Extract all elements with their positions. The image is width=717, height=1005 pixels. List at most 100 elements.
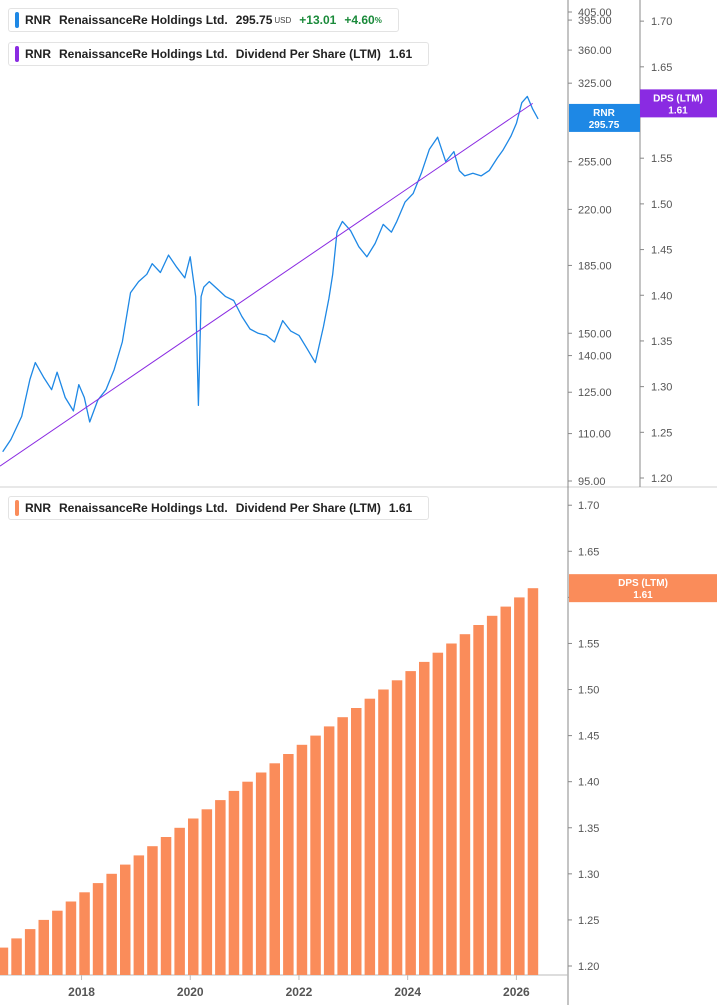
dps-bar [432, 652, 444, 975]
price-axis-tick-label: 185.00 [578, 260, 612, 272]
price-end-label-box [569, 103, 640, 132]
x-axis-tick-label: 2024 [394, 985, 421, 999]
dps-axis-tick-label-bottom: 1.65 [578, 546, 599, 558]
dps-bar [228, 790, 240, 975]
dps-bar [446, 643, 457, 975]
dps-line-color-swatch [15, 46, 19, 62]
legend-dps-top: RNR RenaissanceRe Holdings Ltd. Dividend… [8, 42, 430, 66]
legend-price-pct-sign: % [374, 15, 382, 25]
dps-bar [160, 837, 172, 975]
dps-axis-tick-label-top: 1.40 [651, 290, 672, 302]
dps-axis-tick-label-top: 1.55 [651, 153, 672, 165]
dps-bar [391, 680, 403, 975]
legend-price-company: RenaissanceRe Holdings Ltd. [59, 13, 228, 27]
dps-bar [500, 606, 511, 975]
price-axis-tick-label: 395.00 [578, 15, 612, 27]
dps-bar [296, 744, 308, 975]
dps-axis-tick-label-bottom: 1.35 [578, 823, 599, 835]
dps-bar [378, 689, 389, 975]
dps-bar [351, 708, 362, 975]
dps-bar [188, 818, 199, 975]
dps-bar [242, 781, 253, 975]
x-axis-tick-label: 2020 [177, 985, 204, 999]
dps-bar [486, 615, 498, 975]
price-axis-tick-label: 150.00 [578, 328, 612, 340]
legend-price-currency: USD [274, 15, 292, 25]
legend-dps-top-ticker: RNR [25, 47, 51, 61]
dps-bar [174, 827, 185, 975]
dps-axis-tick-label-top: 1.45 [651, 245, 672, 257]
legend-price-ticker: RNR [25, 13, 51, 27]
dps-axis-tick-label-top: 1.50 [651, 199, 672, 211]
dps-bar [364, 698, 376, 975]
x-axis-tick-label: 2018 [68, 985, 95, 999]
dps-bar [201, 809, 213, 975]
dividend-panel: 1.201.251.301.351.401.451.501.551.601.65… [0, 487, 717, 1005]
dps-axis-tick-label-top: 1.35 [651, 336, 672, 348]
price-axis-tick-label: 255.00 [578, 157, 612, 169]
price-axis-tick-label: 140.00 [578, 351, 612, 363]
dps-bar [24, 929, 36, 975]
dps-axis-tick-label-top: 1.65 [651, 62, 672, 74]
dps-axis-tick-label-top: 1.20 [651, 473, 672, 485]
legend-price-change: +13.01 [299, 13, 337, 27]
dps-bar [419, 661, 430, 975]
dps-end-label-box-top [640, 89, 717, 118]
dps-end-label-value-bottom: 1.61 [633, 590, 653, 601]
dps-end-label-name-top: DPS (LTM) [653, 93, 703, 104]
legend-price-change-pct: +4.60 [344, 13, 375, 27]
price-axis-tick-label: 95.00 [578, 476, 606, 488]
legend-dps-bottom-value: 1.61 [388, 501, 413, 515]
dps-bar [514, 597, 525, 975]
legend-price: RNR RenaissanceRe Holdings Ltd. 295.75 U… [8, 8, 399, 32]
dps-bar [269, 763, 280, 975]
dps-axis-tick-label-bottom: 1.45 [578, 731, 599, 743]
price-axis-tick-label: 360.00 [578, 45, 612, 57]
dps-bar [38, 919, 49, 975]
dps-bar [52, 910, 63, 975]
dps-axis-tick-label-bottom: 1.40 [578, 777, 599, 789]
dps-bar [11, 938, 22, 975]
x-axis-tick-label: 2026 [503, 985, 530, 999]
dps-bar [79, 892, 90, 975]
dps-axis-tick-label-top: 1.25 [651, 427, 672, 439]
dps-bar [92, 883, 104, 975]
dps-end-label-value-top: 1.61 [668, 105, 688, 116]
dps-bar [527, 588, 539, 975]
dps-axis-tick-label-bottom: 1.30 [578, 869, 599, 881]
legend-dps-bottom-ticker: RNR [25, 501, 51, 515]
price-end-label-value: 295.75 [589, 120, 620, 131]
dps-bar [147, 846, 158, 975]
dps-bar [255, 772, 267, 975]
dps-end-label-name-bottom: DPS (LTM) [618, 578, 668, 589]
price-series-line [2, 95, 539, 453]
dps-axis-tick-label-bottom: 1.55 [578, 638, 599, 650]
legend-dps-bottom: RNR RenaissanceRe Holdings Ltd. Dividend… [8, 496, 430, 520]
legend-dps-top-metric: Dividend Per Share (LTM) [235, 47, 381, 61]
dps-bar [459, 634, 471, 975]
x-axis-tick-label: 2022 [286, 985, 313, 999]
dps-axis-tick-label-bottom: 1.25 [578, 915, 599, 927]
price-axis-tick-label: 110.00 [578, 429, 611, 441]
dps-bar-color-swatch [15, 500, 19, 516]
dps-bar [215, 800, 226, 975]
dps-axis-tick-label-top: 1.30 [651, 382, 672, 394]
dps-bar [65, 901, 77, 975]
price-end-label-ticker: RNR [593, 108, 615, 119]
dps-bar [106, 873, 117, 975]
price-axis-tick-label: 325.00 [578, 78, 612, 90]
legend-dps-top-company: RenaissanceRe Holdings Ltd. [59, 47, 228, 61]
dps-end-label-box-bottom [569, 574, 717, 603]
dps-bar [310, 735, 321, 975]
dps-bar [323, 726, 335, 975]
price-panel: 95.00 110.00 125.00 140.00 150.00 185.00 220.0… [0, 0, 717, 488]
price-axis-tick-label: 220.00 [578, 204, 612, 216]
dps-axis-tick-label-top: 1.70 [651, 16, 672, 28]
legend-dps-top-value: 1.61 [388, 47, 413, 61]
price-axis-tick-label: 125.00 [578, 387, 612, 399]
dps-bar [405, 671, 416, 975]
dps-bar [120, 864, 131, 975]
dps-bar [283, 754, 294, 975]
dps-axis-tick-label-bottom: 1.20 [578, 961, 599, 973]
dps-bar [337, 717, 348, 975]
